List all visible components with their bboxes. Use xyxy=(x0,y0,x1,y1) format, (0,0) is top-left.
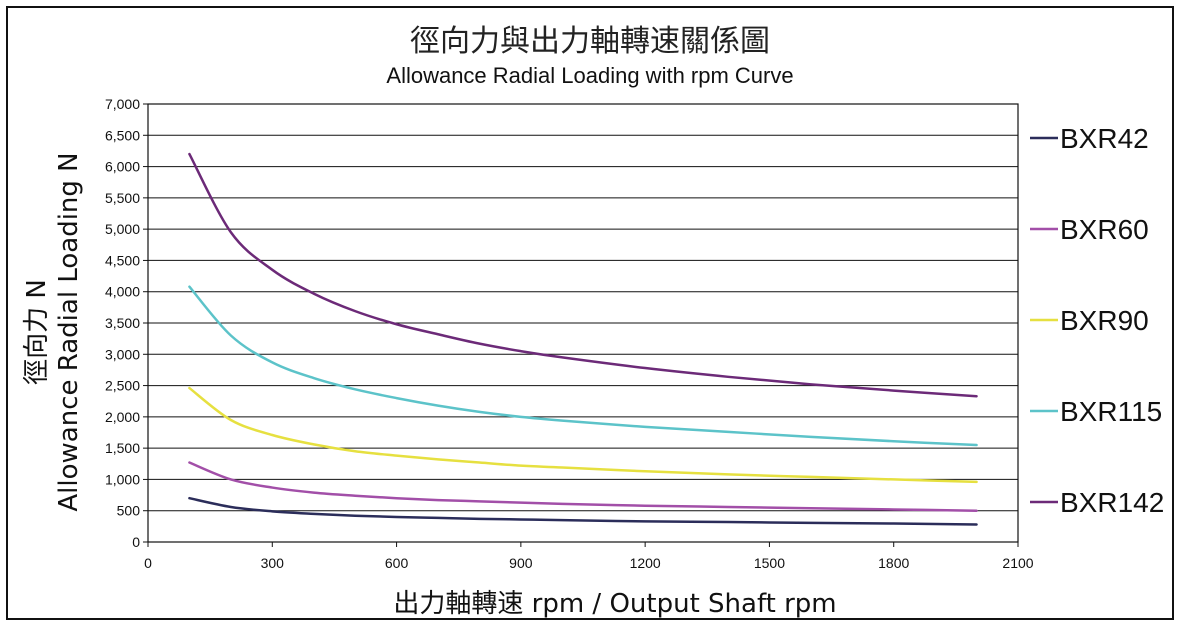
x-axis-label: 出力軸轉速 rpm / Output Shaft rpm xyxy=(393,589,836,619)
x-tick-label: 600 xyxy=(385,555,409,571)
outer-frame xyxy=(6,6,1174,620)
legend-label-bxr115: BXR115 xyxy=(1060,396,1162,427)
series-line-bxr142 xyxy=(188,152,978,398)
series-line-bxr42 xyxy=(188,496,978,526)
x-tick-label: 300 xyxy=(261,555,285,571)
y-tick-label: 3,500 xyxy=(105,315,140,331)
y-tick-label: 6,500 xyxy=(105,127,140,143)
y-tick-label: 5,500 xyxy=(105,190,140,206)
y-tick-label: 2,500 xyxy=(105,378,140,394)
chart-title: 徑向力與出力軸轉速關係圖 xyxy=(410,24,770,59)
series-line-bxr115 xyxy=(188,285,978,447)
y-tick-label: 4,000 xyxy=(105,284,140,300)
y-tick-labels: 0 500 1,000 1,500 2,000 2,500 3,000 3,500 4,000 4… xyxy=(105,96,140,550)
plot-area-frame xyxy=(147,103,1019,543)
legend-label-bxr142: BXR142 xyxy=(1060,487,1164,518)
y-tick-label: 3,000 xyxy=(105,346,140,362)
y-tick-label: 1,500 xyxy=(105,440,140,456)
y-tick-label: 4,500 xyxy=(105,252,140,268)
x-tick-labels: 0 300 600 900 1200 1500 1800 2100 xyxy=(144,542,1034,571)
x-tick-label: 0 xyxy=(144,555,152,571)
x-tick-label: 1200 xyxy=(630,555,661,571)
legend-label-bxr60: BXR60 xyxy=(1060,214,1149,245)
legend-label-bxr90: BXR90 xyxy=(1060,305,1149,336)
chart-subtitle: Allowance Radial Loading with rpm Curve xyxy=(386,63,793,88)
x-tick-label: 1500 xyxy=(754,555,785,571)
series-lines xyxy=(188,152,978,526)
x-tick-label: 2100 xyxy=(1002,555,1033,571)
y-tick-label: 500 xyxy=(117,503,141,519)
y-axis-label-zh: 徑向力 N xyxy=(22,279,52,385)
x-tick-label: 1800 xyxy=(878,555,909,571)
y-tick-label: 0 xyxy=(132,534,140,550)
y-tick-label: 1,000 xyxy=(105,471,140,487)
y-axis-label-group: 徑向力 N Allowance Radial Loading N xyxy=(22,152,84,511)
series-line-bxr90 xyxy=(188,386,978,484)
legend-label-bxr42: BXR42 xyxy=(1060,123,1149,154)
series-line-bxr60 xyxy=(188,461,978,512)
y-tick-label: 6,000 xyxy=(105,159,140,175)
legend: BXR42 BXR60 BXR90 BXR115 BXR142 xyxy=(1030,123,1164,518)
x-tick-label: 900 xyxy=(509,555,533,571)
y-tick-label: 5,000 xyxy=(105,221,140,237)
y-tick-label: 7,000 xyxy=(105,96,140,112)
y-tick-label: 2,000 xyxy=(105,409,140,425)
y-axis-label-en: Allowance Radial Loading N xyxy=(54,152,84,511)
